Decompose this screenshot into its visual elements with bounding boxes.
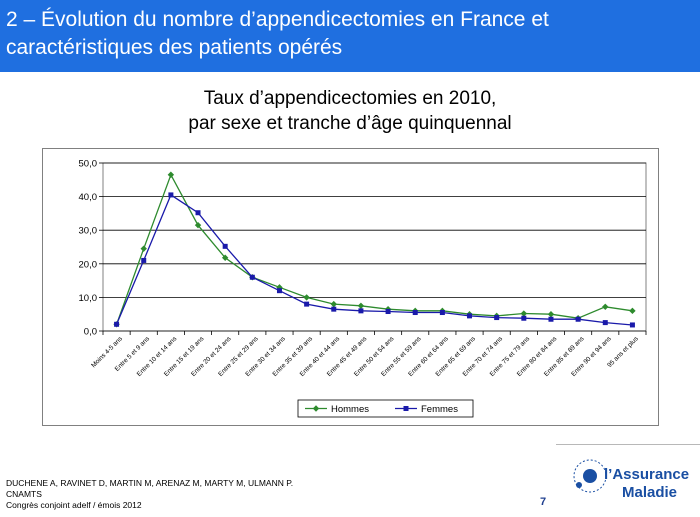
data-point-femmes (494, 315, 500, 321)
data-point-femmes (385, 309, 391, 315)
data-point-hommes (547, 311, 555, 318)
data-point-hommes (330, 300, 337, 308)
footer-divider (556, 444, 700, 445)
legend-label-femmes: Femmes (421, 404, 458, 415)
data-point-hommes (140, 245, 147, 252)
data-point-femmes (222, 243, 228, 249)
legend: Hommes Femmes (297, 399, 474, 418)
series-line-hommes (115, 173, 633, 325)
legend-label-hommes: Hommes (331, 404, 369, 415)
y-tick-label: 10,0 (79, 293, 98, 304)
plot-area (102, 162, 647, 332)
chart-frame: 0,0 10,0 20,0 30,0 40,0 50,0 Moins 4-5 ans Entr… (42, 148, 659, 426)
data-point-hommes (167, 171, 175, 178)
data-point-hommes (221, 254, 229, 261)
logo-text-line1: l’Assurance (604, 466, 690, 483)
data-point-hommes (629, 307, 636, 315)
data-point-femmes (358, 308, 364, 314)
data-point-femmes (304, 301, 310, 307)
data-point-hommes (194, 221, 202, 229)
y-tick-label: 40,0 (79, 192, 98, 203)
data-point-femmes (195, 210, 201, 216)
data-point-femmes (141, 257, 147, 263)
y-tick-label: 50,0 (79, 159, 98, 170)
data-point-femmes (439, 310, 445, 316)
logo-emblem-icon (573, 459, 606, 493)
chart-title: Taux d’appendicectomies en 2010, par sex… (188, 88, 512, 134)
y-tick-label: 0,0 (84, 327, 97, 338)
data-point-femmes (412, 310, 418, 316)
data-point-femmes (602, 320, 608, 326)
data-point-hommes (303, 294, 310, 301)
data-point-femmes (575, 316, 581, 322)
data-point-femmes (114, 321, 120, 327)
data-point-hommes (357, 302, 365, 309)
slide-title: 2 – Évolution du nombre d’appendicectomi… (6, 8, 549, 59)
data-point-femmes (548, 316, 554, 322)
data-point-femmes (331, 306, 337, 312)
data-point-femmes (629, 322, 635, 328)
data-point-femmes (521, 315, 527, 321)
logo-text-line2: Maladie (622, 484, 678, 501)
header-bar: 2 – Évolution du nombre d’appendicectomi… (0, 0, 700, 72)
data-point-hommes (602, 303, 609, 311)
y-tick-label: 30,0 (79, 226, 98, 237)
data-point-femmes (249, 274, 255, 280)
series-line-femmes (116, 193, 633, 326)
footer-credit: DUCHENE A, RAVINET D, MARTIN M, ARENAZ M… (6, 478, 294, 510)
y-tick-label: 20,0 (79, 259, 98, 270)
page-number: 7 (540, 496, 547, 508)
data-point-femmes (276, 288, 282, 294)
data-point-femmes (467, 313, 473, 319)
data-point-femmes (168, 192, 174, 198)
assurance-maladie-logo: l’Assurance Maladie (560, 446, 689, 506)
